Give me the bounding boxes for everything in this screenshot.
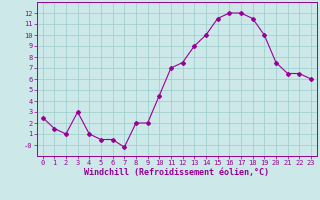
X-axis label: Windchill (Refroidissement éolien,°C): Windchill (Refroidissement éolien,°C) — [84, 168, 269, 177]
